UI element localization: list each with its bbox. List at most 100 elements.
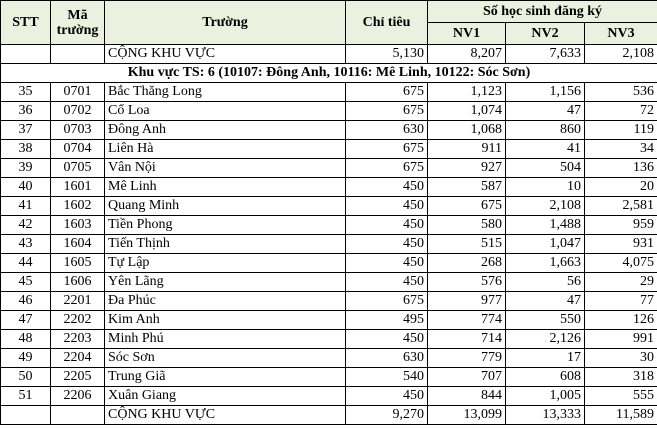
summary-value: 9,270	[345, 405, 428, 425]
nv1: 515	[427, 234, 506, 254]
school-code: 2205	[50, 367, 105, 387]
nv3: 555	[583, 386, 657, 406]
nv3: 931	[583, 234, 657, 254]
summary-value: 5,130	[345, 44, 428, 64]
stt: 49	[0, 348, 51, 368]
empty-cell	[50, 44, 105, 64]
table-row: 43 1604 Tiến Thịnh 450 515 1,047 931	[0, 234, 657, 254]
table-row: 44 1605 Tự Lập 450 268 1,663 4,075	[0, 253, 657, 273]
nv2: 1,047	[505, 234, 585, 254]
table-row: 47 2202 Kim Anh 495 774 550 126	[0, 310, 657, 330]
table-body: CỘNG KHU VỰC 5,130 8,207 7,633 2,108 Khu vực …	[0, 44, 657, 425]
school-code: 2201	[50, 291, 105, 311]
table-row: CỘNG KHU VỰC 5,130 8,207 7,633 2,108	[0, 44, 657, 64]
school-code: 1605	[50, 253, 105, 273]
school-name: Xuân Giang	[104, 386, 346, 406]
nv3: 30	[583, 348, 657, 368]
stt: 47	[0, 310, 51, 330]
header-school: Trường	[104, 0, 346, 45]
nv2: 17	[505, 348, 585, 368]
summary-value: 2,108	[583, 44, 657, 64]
school-name: Đông Anh	[104, 120, 346, 140]
school-code: 0703	[50, 120, 105, 140]
nv2: 504	[505, 158, 585, 178]
school-name: Mê Linh	[104, 177, 346, 197]
quota: 630	[345, 348, 428, 368]
quota: 630	[345, 120, 428, 140]
stt: 50	[0, 367, 51, 387]
nv3: 318	[583, 367, 657, 387]
quota: 675	[345, 101, 428, 121]
stt: 36	[0, 101, 51, 121]
table-row: CỘNG KHU VỰC 9,270 13,099 13,333 11,589	[0, 405, 657, 425]
nv1: 580	[427, 215, 506, 235]
table-row: 38 0704 Liên Hà 675 911 41 34	[0, 139, 657, 159]
summary-value: 13,099	[427, 405, 506, 425]
stt: 43	[0, 234, 51, 254]
empty-cell	[50, 405, 105, 425]
nv2: 41	[505, 139, 585, 159]
nv1: 1,068	[427, 120, 506, 140]
nv1: 927	[427, 158, 506, 178]
table-row: 46 2201 Đa Phúc 675 977 47 77	[0, 291, 657, 311]
stt: 51	[0, 386, 51, 406]
stt: 37	[0, 120, 51, 140]
nv1: 779	[427, 348, 506, 368]
quota: 450	[345, 196, 428, 216]
nv1: 576	[427, 272, 506, 292]
quota: 450	[345, 386, 428, 406]
quota: 450	[345, 177, 428, 197]
nv3: 72	[583, 101, 657, 121]
stt: 44	[0, 253, 51, 273]
stt: 40	[0, 177, 51, 197]
nv3: 959	[583, 215, 657, 235]
stt: 41	[0, 196, 51, 216]
quota: 450	[345, 215, 428, 235]
nv2: 550	[505, 310, 585, 330]
school-code: 2206	[50, 386, 105, 406]
quota: 450	[345, 234, 428, 254]
quota: 675	[345, 82, 428, 102]
school-code: 0705	[50, 158, 105, 178]
header-nv: NV2	[505, 22, 585, 45]
table-row: 36 0702 Cổ Loa 675 1,074 47 72	[0, 101, 657, 121]
nv3: 126	[583, 310, 657, 330]
nv2: 56	[505, 272, 585, 292]
nv2: 10	[505, 177, 585, 197]
summary-value: 7,633	[505, 44, 585, 64]
nv1: 774	[427, 310, 506, 330]
school-name: Trung Giã	[104, 367, 346, 387]
table-row: 42 1603 Tiền Phong 450 580 1,488 959	[0, 215, 657, 235]
stt: 35	[0, 82, 51, 102]
school-code: 2202	[50, 310, 105, 330]
table-row: 51 2206 Xuân Giang 450 844 1,005 555	[0, 386, 657, 406]
school-name: Tự Lập	[104, 253, 346, 273]
school-name: Tiến Thịnh	[104, 234, 346, 254]
school-name: Minh Phú	[104, 329, 346, 349]
nv1: 675	[427, 196, 506, 216]
quota: 675	[345, 291, 428, 311]
nv2: 1,005	[505, 386, 585, 406]
stt: 48	[0, 329, 51, 349]
nv2: 1,663	[505, 253, 585, 273]
school-name: Liên Hà	[104, 139, 346, 159]
nv3: 77	[583, 291, 657, 311]
stt: 46	[0, 291, 51, 311]
nv3: 34	[583, 139, 657, 159]
nv2: 47	[505, 101, 585, 121]
header-group: Số học sinh đăng ký	[426, 0, 657, 23]
summary-label: CỘNG KHU VỰC	[104, 405, 346, 425]
quota: 495	[345, 310, 428, 330]
quota: 450	[345, 272, 428, 292]
nv3: 536	[583, 82, 657, 102]
table-row: 50 2205 Trung Giã 540 707 608 318	[0, 367, 657, 387]
nv1: 268	[427, 253, 506, 273]
nv2: 1,156	[505, 82, 585, 102]
nv2: 2,108	[505, 196, 585, 216]
nv1: 1,123	[427, 82, 506, 102]
school-name: Quang Minh	[104, 196, 346, 216]
nv2: 860	[505, 120, 585, 140]
nv3: 20	[583, 177, 657, 197]
